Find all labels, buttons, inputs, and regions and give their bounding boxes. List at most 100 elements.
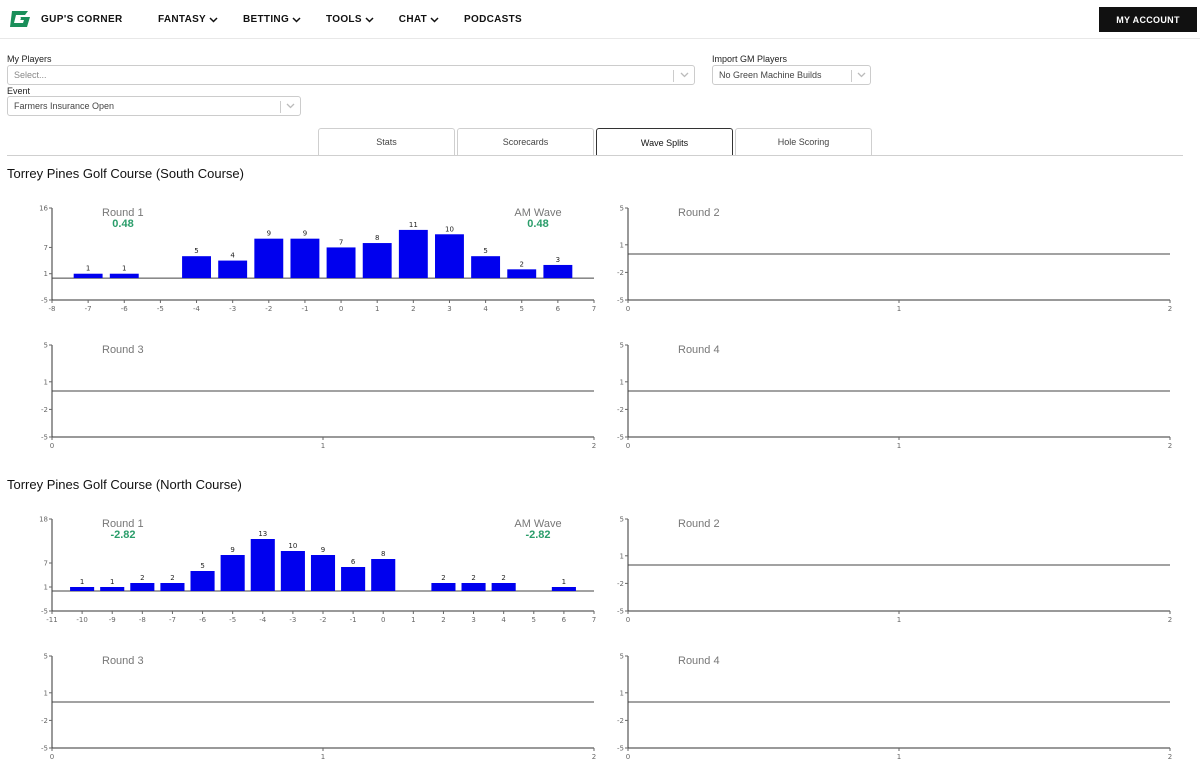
wave-label: AM Wave (514, 518, 561, 530)
tabs-divider (7, 155, 1183, 156)
nav-item-betting[interactable]: BETTING (243, 14, 301, 25)
south-round-3-chart: 5 1 -2 -5 0 1 2 Round 3 (32, 333, 612, 458)
nav-item-label: FANTASY (158, 14, 207, 25)
y-tick-label: 1 (44, 378, 48, 386)
bar[interactable] (73, 273, 103, 279)
bar[interactable] (398, 229, 428, 279)
nav-item-tools[interactable]: TOOLS (326, 14, 374, 25)
bar[interactable] (254, 238, 284, 279)
north-round-4-chart: 5 1 -2 -5 0 1 2 Round 4 (608, 644, 1188, 769)
y-tick-label: -5 (41, 608, 48, 616)
bar[interactable] (362, 243, 392, 279)
event-label: Event (7, 86, 31, 96)
bar[interactable] (190, 571, 215, 591)
x-tick-label: 0 (626, 753, 630, 761)
bar[interactable] (290, 238, 320, 279)
x-tick-label: 3 (447, 305, 451, 313)
bar[interactable] (109, 273, 139, 279)
y-tick-label: -5 (617, 434, 624, 442)
nav-item-fantasy[interactable]: FANTASY (158, 14, 218, 25)
nav-item-label: BETTING (243, 14, 290, 25)
nav-item-podcasts[interactable]: PODCASTS (464, 14, 522, 25)
bar[interactable] (218, 260, 248, 279)
y-tick-label: 18 (39, 516, 48, 524)
x-tick-label: 0 (626, 616, 630, 624)
bar-value-label: 11 (409, 221, 418, 229)
bar[interactable] (551, 587, 576, 591)
x-tick-label: -8 (139, 616, 146, 624)
import-gm-select[interactable]: No Green Machine Builds (712, 65, 871, 85)
y-tick-label: 1 (44, 270, 48, 278)
bar[interactable] (130, 583, 155, 591)
select-separator (280, 101, 281, 113)
x-tick-label: 2 (1168, 442, 1172, 450)
wave-label: AM Wave (514, 207, 561, 219)
y-tick-label: 1 (44, 689, 48, 697)
bar-value-label: 2 (471, 574, 475, 582)
y-tick-label: 5 (44, 342, 48, 350)
nav-item-label: CHAT (398, 14, 428, 25)
y-tick-label: -2 (617, 269, 624, 277)
tab-stats[interactable]: Stats (318, 128, 455, 155)
x-tick-label: 1 (897, 753, 901, 761)
bar-value-label: 1 (80, 578, 84, 586)
x-tick-label: 6 (562, 616, 567, 624)
bar[interactable] (341, 567, 366, 591)
y-tick-label: 16 (39, 205, 48, 213)
my-account-button[interactable]: MY ACCOUNT (1099, 7, 1197, 32)
x-tick-label: 5 (519, 305, 523, 313)
bar-value-label: 7 (339, 238, 343, 246)
event-select[interactable]: Farmers Insurance Open (7, 96, 301, 116)
round-label: Round 2 (678, 518, 720, 530)
bar[interactable] (491, 583, 516, 591)
x-tick-label: -3 (289, 616, 296, 624)
x-tick-label: -1 (350, 616, 357, 624)
bar[interactable] (431, 583, 456, 591)
bar-value-label: 8 (381, 550, 385, 558)
bar-value-label: 2 (170, 574, 174, 582)
nav-item-label: PODCASTS (464, 14, 522, 25)
tab-hole-scoring[interactable]: Hole Scoring (735, 128, 872, 155)
bar[interactable] (182, 256, 211, 279)
y-tick-label: -5 (41, 297, 48, 305)
tab-wave-splits[interactable]: Wave Splits (596, 128, 733, 156)
x-tick-label: 4 (501, 616, 506, 624)
tab-scorecards[interactable]: Scorecards (457, 128, 594, 155)
bar-value-label: 4 (230, 252, 235, 260)
bar[interactable] (543, 264, 573, 279)
y-tick-label: -5 (617, 297, 624, 305)
bar[interactable] (100, 587, 125, 591)
brand[interactable]: GUP'S CORNER (8, 7, 123, 31)
nav-item-label: TOOLS (326, 14, 362, 25)
nav-item-chat[interactable]: CHAT (399, 14, 439, 25)
bar-value-label: 2 (140, 574, 144, 582)
y-tick-label: 5 (620, 516, 624, 524)
chevron-down-icon (430, 16, 439, 23)
round-label: Round 1 (102, 518, 144, 530)
bar-value-label: 9 (230, 546, 234, 554)
bar[interactable] (280, 551, 305, 591)
bar[interactable] (471, 256, 501, 279)
y-tick-label: -5 (41, 745, 48, 753)
y-tick-label: 1 (620, 552, 624, 560)
bar[interactable] (160, 583, 185, 591)
my-players-select[interactable]: Select... (7, 65, 695, 85)
bar[interactable] (310, 555, 336, 591)
bar[interactable] (371, 559, 396, 591)
bar[interactable] (220, 555, 245, 591)
x-tick-label: 2 (1168, 753, 1172, 761)
my-players-label: My Players (7, 54, 52, 64)
bar-value-label: 10 (288, 542, 297, 550)
x-tick-label: -3 (229, 305, 236, 313)
x-tick-label: 7 (592, 616, 596, 624)
bar[interactable] (326, 247, 356, 279)
bar[interactable] (435, 234, 464, 279)
event-value: Farmers Insurance Open (14, 101, 115, 111)
x-tick-label: -5 (157, 305, 164, 313)
bar[interactable] (250, 539, 275, 591)
bar[interactable] (70, 587, 95, 591)
bar[interactable] (507, 269, 537, 279)
bar[interactable] (461, 583, 486, 591)
x-tick-label: 0 (339, 305, 343, 313)
y-tick-label: -5 (617, 608, 624, 616)
